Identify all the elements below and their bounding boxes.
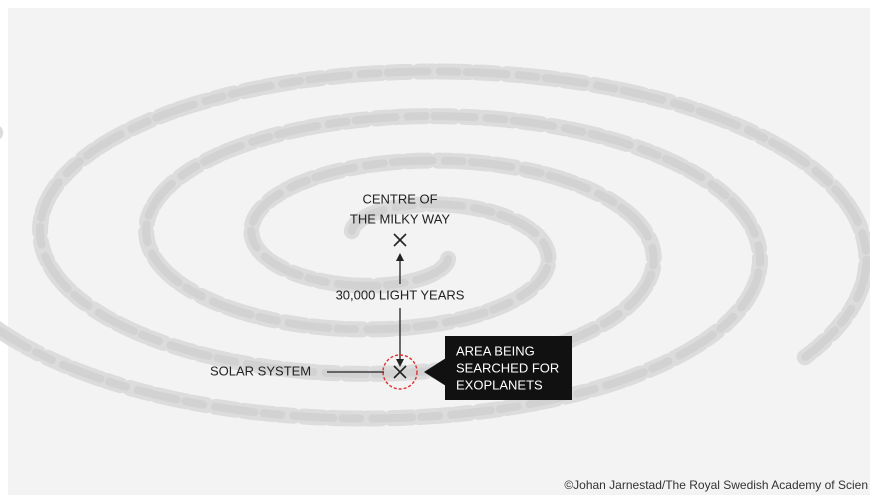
solar-system-label: SOLAR SYSTEM [210, 363, 311, 378]
credit: ©Johan Jarnestad/The Royal Swedish Acade… [564, 478, 868, 492]
page: CENTRE OF THE MILKY WAY 30,000 LIGHT YEA… [0, 0, 870, 495]
diagram: CENTRE OF THE MILKY WAY 30,000 LIGHT YEA… [0, 0, 870, 495]
distance-label: 30,000 LIGHT YEARS [336, 287, 465, 302]
centre-label: CENTRE OF [362, 191, 437, 206]
callout-text: AREA BEING [456, 343, 535, 358]
callout-text: EXOPLANETS [456, 377, 543, 392]
callout-text: SEARCHED FOR [456, 360, 559, 375]
centre-label: THE MILKY WAY [350, 211, 450, 226]
